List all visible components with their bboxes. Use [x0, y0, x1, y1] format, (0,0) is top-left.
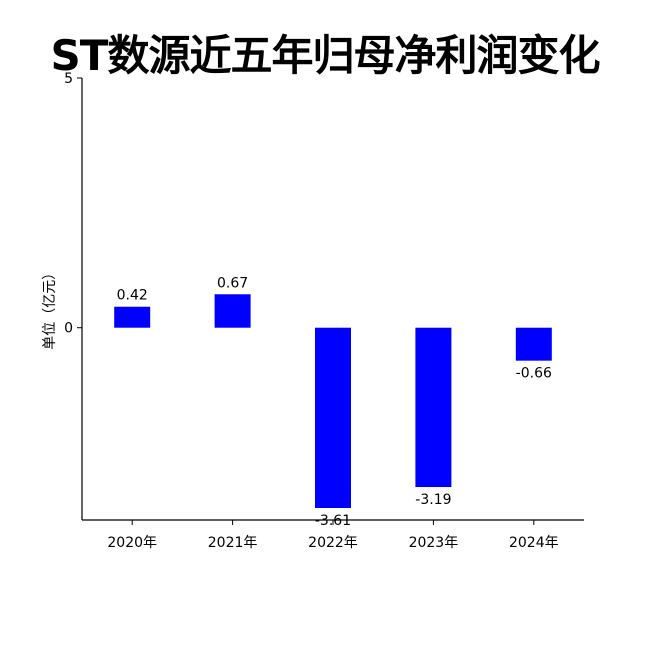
chart-title: ST数源近五年归母净利润变化 — [50, 31, 601, 80]
x-tick-label-3: 2023年 — [409, 535, 459, 551]
value-label-0: 0.42 — [117, 288, 148, 304]
y-tick-label-0: 0 — [64, 321, 73, 337]
x-tick-label-4: 2024年 — [509, 535, 559, 551]
x-ticks-group: 2020年 2021年 2022年 2023年 2024年 — [107, 520, 559, 551]
bar-0 — [114, 306, 151, 328]
bar-2 — [315, 327, 351, 509]
y-ticks-group: 05 — [64, 71, 82, 337]
value-label-4: -0.66 — [516, 366, 552, 382]
y-axis-title: 单位（亿元） — [42, 266, 58, 350]
y-tick-label-1: 5 — [64, 71, 73, 87]
bar-1 — [214, 294, 251, 328]
bar-4 — [515, 327, 552, 361]
value-label-1: 0.67 — [217, 275, 248, 291]
bars-group — [114, 294, 552, 509]
value-labels-group: 0.420.67-3.61-3.19-0.66 — [117, 275, 552, 529]
bar-3 — [415, 327, 452, 488]
value-label-3: -3.19 — [415, 492, 451, 508]
x-tick-label-2: 2022年 — [308, 535, 358, 551]
x-tick-label-1: 2021年 — [208, 535, 258, 551]
x-tick-label-0: 2020年 — [107, 535, 157, 551]
